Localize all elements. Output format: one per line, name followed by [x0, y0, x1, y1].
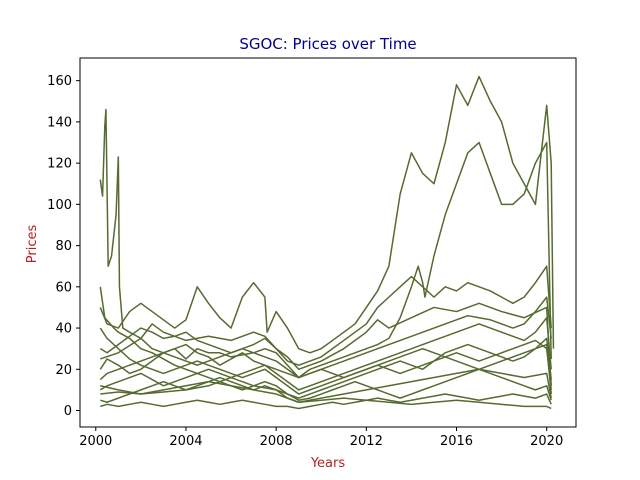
y-tick-label: 160: [47, 74, 72, 89]
y-tick-label: 80: [55, 239, 72, 254]
series-line-6: [100, 337, 552, 404]
y-axis-title: Prices: [25, 225, 40, 264]
y-tick-label: 140: [47, 115, 72, 130]
series-line-9: [99, 339, 552, 390]
y-axis: 0 20 40 60 80 100 120 140 160: [47, 74, 80, 419]
series-line-7: [100, 393, 552, 410]
series-line-2: [99, 75, 555, 354]
series-layer: [99, 75, 555, 410]
plot-frame: [79, 57, 577, 428]
x-axis: 2000 2004 2008 2012 2016 2020: [79, 427, 563, 449]
series-line-3: [99, 265, 552, 366]
y-tick-label: 20: [55, 363, 72, 378]
series-line-5: [99, 316, 552, 391]
series-line-4: [99, 296, 552, 379]
x-tick-label: 2004: [169, 434, 202, 449]
y-tick-label: 60: [55, 280, 72, 295]
x-tick-label: 2000: [79, 434, 112, 449]
y-tick-label: 0: [64, 404, 72, 419]
y-tick-label: 120: [47, 157, 72, 172]
y-tick-label: 100: [47, 198, 72, 213]
x-tick-label: 2008: [260, 434, 293, 449]
series-line-11: [100, 368, 552, 404]
series-line-12: [100, 302, 552, 386]
chart-title: SGOC: Prices over Time: [239, 35, 416, 53]
series-line-13: [100, 380, 552, 410]
x-tick-label: 2012: [350, 434, 383, 449]
y-tick-label: 40: [55, 322, 72, 337]
x-tick-label: 2016: [440, 434, 473, 449]
x-tick-label: 2020: [530, 434, 563, 449]
x-axis-title: Years: [310, 456, 346, 471]
